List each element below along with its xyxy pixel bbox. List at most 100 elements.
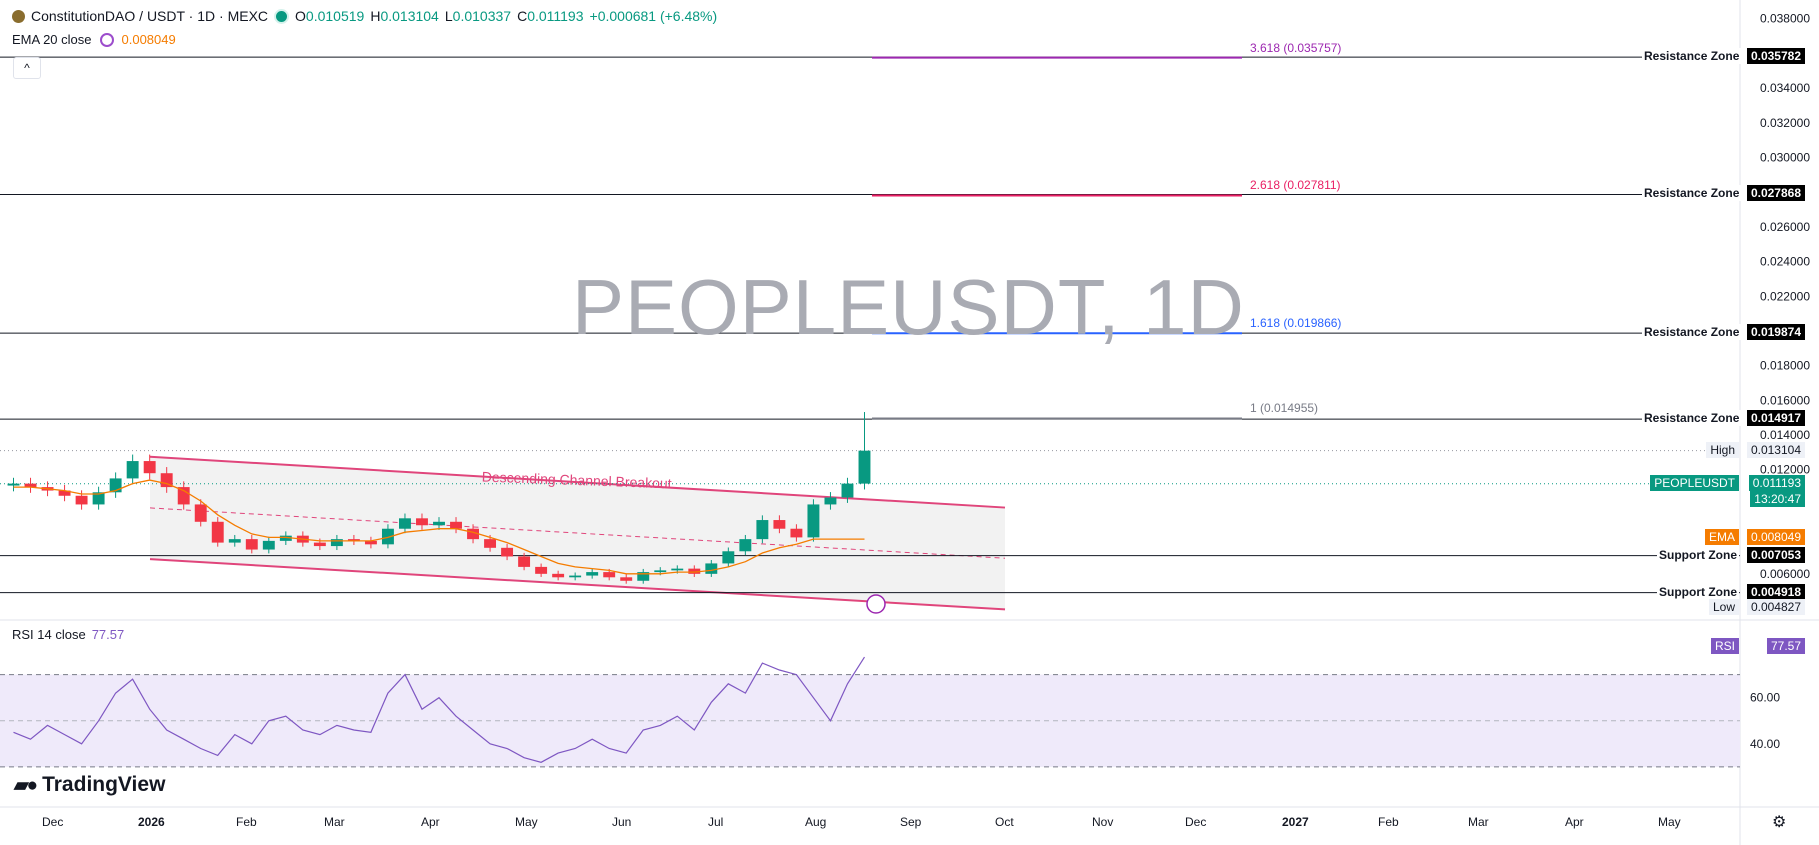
time-axis-label: Dec [42,815,64,829]
candle-body [790,528,803,538]
candle-body [450,521,462,529]
market-status-icon[interactable] [274,8,290,24]
price-axis-label: 0.038000 [1760,12,1810,26]
candle-body [211,521,224,543]
candle-body [518,556,531,567]
price-axis-label: 0.024000 [1760,255,1810,269]
candle-body [535,566,548,574]
price-axis-label: 0.016000 [1760,393,1810,407]
zone-value-badge: 0.035782 [1746,48,1805,65]
zone-value-badge: 0.014917 [1746,410,1805,427]
chart-header: ConstitutionDAO / USDT · 1D · MEXC O 0.01… [12,8,717,24]
high-label: High [1706,441,1739,458]
candle-body [364,540,377,545]
candle-body [330,539,343,547]
time-axis-label: Oct [995,815,1014,829]
settings-gear-icon[interactable]: ⚙ [1772,814,1787,831]
zone-label: Resistance Zone [1642,48,1742,65]
event-flash-icon [866,594,886,614]
time-axis-label: Feb [236,815,257,829]
symbol-title[interactable]: ConstitutionDAO / USDT · 1D · MEXC [31,8,269,24]
rsi-tag: RSI [1710,638,1739,654]
candle-body [381,528,394,545]
candle-body [756,520,769,540]
rsi-line [13,656,866,763]
brand-name: TradingView [42,773,166,796]
open-label: O [295,8,306,24]
ema-legend[interactable]: EMA 20 close 0.008049 [12,32,176,47]
time-axis-label: Mar [1468,815,1489,829]
candle-body [92,492,105,505]
symbol-watermark: PEOPLEUSDT, 1D [572,263,1245,351]
channel-mid-line [149,507,1006,559]
channel-lower-line [149,558,1006,611]
candle-body [7,483,20,486]
current-price-badge: 0.011193 [1748,474,1805,491]
time-axis-label: May [515,815,538,829]
rsi-axis-label: 40.00 [1750,737,1780,751]
candle-body [739,539,752,552]
candle-body [807,504,820,538]
candle-body [824,497,837,505]
price-axis-label: 0.034000 [1760,81,1810,95]
candle-body [688,568,701,574]
candle-body [620,577,633,581]
time-axis-label: Mar [324,815,345,829]
candle-body [75,495,88,505]
candle-body [228,539,241,543]
fib-level-label: 3.618 (0.035757) [1250,40,1342,55]
zone-label: Resistance Zone [1642,410,1742,427]
candle-body [109,478,122,493]
rsi-label: RSI 14 close [12,627,86,642]
high-value: 0.013104 [380,8,439,24]
time-axis-label: 2027 [1282,815,1309,829]
candle-body [654,570,667,573]
time-axis-label: Apr [421,815,440,829]
close-value: 0.011193 [527,8,584,24]
ema-label: EMA 20 close [12,32,92,47]
time-axis-label: May [1658,815,1681,829]
time-axis-label: Nov [1092,815,1114,829]
candle-body [552,573,565,578]
candle-body [603,572,616,578]
candle-body [279,535,292,541]
high-price-badge: 0.013104 [1746,441,1805,458]
zone-value-badge: 0.004918 [1746,583,1805,600]
price-axis-label: 0.026000 [1760,220,1810,234]
candle-body [24,483,37,488]
time-axis-label: Apr [1565,815,1584,829]
candle-body [501,547,514,557]
bar-countdown: 13:20:47 [1750,490,1805,507]
ema-line [13,479,865,575]
candle-body [773,520,786,529]
candle-body [569,575,582,578]
chevron-up-icon: ^ [24,61,30,75]
low-label: Low [1708,599,1739,616]
fib-level-label: 1 (0.014955) [1250,401,1319,416]
candle-body [467,528,479,540]
price-axis-label: 0.014000 [1760,428,1810,442]
channel-label: Descending Channel Breakout [482,468,672,491]
zone-value-badge: 0.007053 [1746,546,1805,563]
candle-body [177,487,190,505]
collapse-legend-button[interactable]: ^ [13,57,41,79]
ema-price-badge: 0.008049 [1746,529,1805,546]
ema-tag: EMA [1704,529,1739,546]
rsi-legend[interactable]: RSI 14 close 77.57 [12,627,124,642]
candle-body [671,568,684,571]
price-axis-label: 0.012000 [1760,463,1810,477]
rsi-value: 77.57 [91,627,125,642]
rsi-value-badge: 77.57 [1766,638,1805,654]
candle-body [194,504,207,522]
candle-body [433,521,445,526]
tradingview-logo[interactable]: ▰● TradingView [14,773,165,797]
zone-label: Support Zone [1657,583,1739,600]
close-label: C [517,8,528,24]
zone-label: Support Zone [1657,546,1739,563]
time-axis-label: Feb [1378,815,1399,829]
candle-body [347,539,360,541]
candle-body [722,551,735,564]
zone-label: Resistance Zone [1642,324,1742,341]
change-value: +0.000681 (+6.48%) [589,8,718,24]
